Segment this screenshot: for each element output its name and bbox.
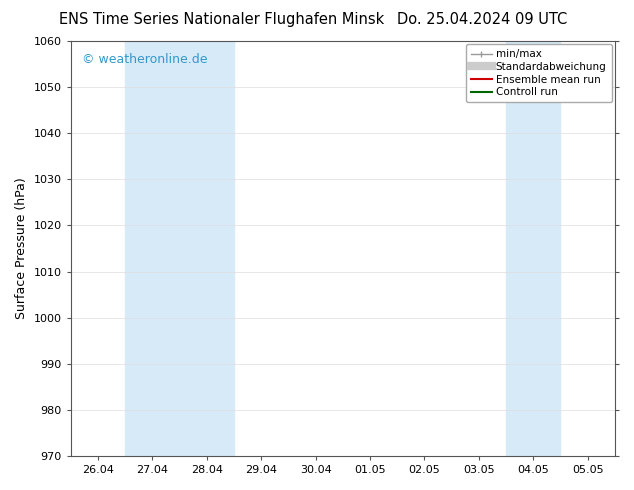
Bar [506,41,560,456]
Y-axis label: Surface Pressure (hPa): Surface Pressure (hPa) [15,178,28,319]
Text: Do. 25.04.2024 09 UTC: Do. 25.04.2024 09 UTC [397,12,567,27]
Bar [125,41,234,456]
Text: © weatheronline.de: © weatheronline.de [82,53,207,67]
Text: ENS Time Series Nationaler Flughafen Minsk: ENS Time Series Nationaler Flughafen Min… [59,12,385,27]
Legend: min/max, Standardabweichung, Ensemble mean run, Controll run: min/max, Standardabweichung, Ensemble me… [465,44,612,102]
